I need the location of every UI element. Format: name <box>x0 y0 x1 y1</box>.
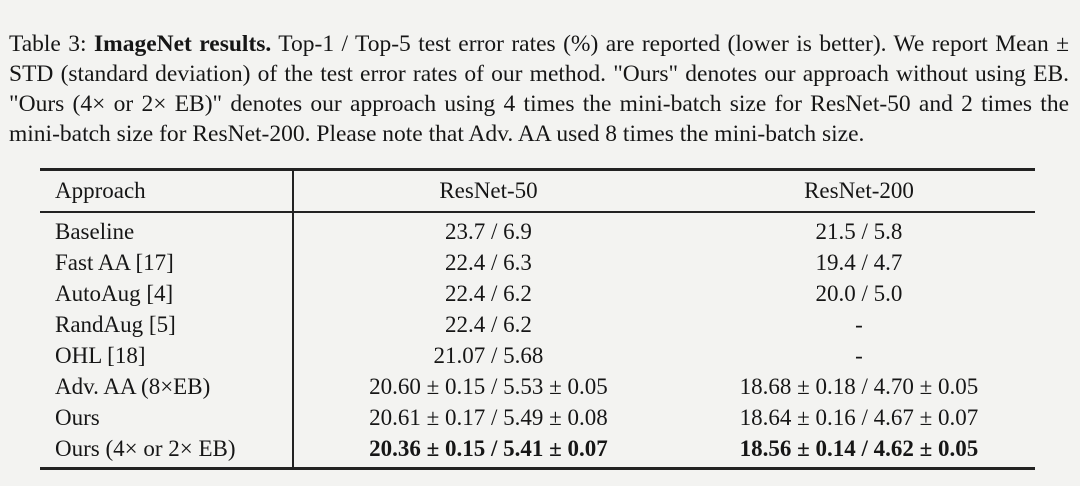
table-row: Adv. AA (8×EB) 20.60 ± 0.15 / 5.53 ± 0.05… <box>40 371 1035 402</box>
cell-approach: AutoAug [4] <box>40 278 294 309</box>
caption-body: Top-1 / Top-5 test error rates (%) are r… <box>9 30 1070 147</box>
cell-approach: OHL [18] <box>40 340 294 371</box>
cell-resnet200: - <box>855 342 863 368</box>
cell-resnet50: 22.4 / 6.3 <box>445 249 532 275</box>
cell-resnet200: 21.5 / 5.8 <box>815 218 903 244</box>
table-row: OHL [18] 21.07 / 5.68 - <box>40 340 1035 371</box>
cell-resnet200: 18.68 ± 0.18 / 4.70 ± 0.05 <box>739 373 979 399</box>
cell-resnet200: - <box>855 311 863 337</box>
cell-resnet50: 21.07 / 5.68 <box>433 342 544 368</box>
table-row: Baseline 23.7 / 6.9 21.5 / 5.8 <box>40 212 1035 247</box>
results-table: Approach ResNet-50 ResNet-200 Baseline 23… <box>40 168 1035 470</box>
caption-title: ImageNet results. <box>93 30 272 57</box>
caption-label: Table 3: <box>9 30 87 57</box>
cell-resnet50: 22.4 / 6.2 <box>445 280 532 306</box>
table-row: RandAug [5] 22.4 / 6.2 - <box>40 309 1035 340</box>
cell-resnet50: 23.7 / 6.9 <box>445 218 532 244</box>
cell-approach: Ours <box>40 402 294 433</box>
table-row: Ours (4× or 2× EB) 20.36 ± 0.15 / 5.41 ± … <box>40 433 1035 469</box>
cell-approach: RandAug [5] <box>40 309 294 340</box>
cell-resnet200: 18.56 ± 0.14 / 4.62 ± 0.05 <box>739 435 979 461</box>
column-header-resnet200: ResNet-200 <box>683 169 1035 213</box>
cell-approach: Adv. AA (8×EB) <box>40 371 294 402</box>
table-caption: Table 3: ImageNet results. Top-1 / Top-5… <box>9 29 1069 149</box>
table-row: AutoAug [4] 22.4 / 6.2 20.0 / 5.0 <box>40 278 1035 309</box>
table-header: Approach ResNet-50 ResNet-200 <box>40 169 1035 213</box>
cell-resnet50: 20.60 ± 0.15 / 5.53 ± 0.05 <box>369 373 608 399</box>
cell-resnet50: 20.61 ± 0.17 / 5.49 ± 0.08 <box>369 404 608 430</box>
cell-approach: Ours (4× or 2× EB) <box>40 433 294 469</box>
cell-resnet200: 20.0 / 5.0 <box>815 280 903 306</box>
header-row: Approach ResNet-50 ResNet-200 <box>40 169 1035 213</box>
cell-resnet200: 18.64 ± 0.16 / 4.67 ± 0.07 <box>739 404 979 430</box>
table-row: Fast AA [17] 22.4 / 6.3 19.4 / 4.7 <box>40 247 1035 278</box>
cell-resnet50: 20.36 ± 0.15 / 5.41 ± 0.07 <box>369 435 608 461</box>
cell-resnet200: 19.4 / 4.7 <box>815 249 903 275</box>
cell-approach: Baseline <box>40 212 294 247</box>
column-header-resnet50: ResNet-50 <box>293 169 683 213</box>
table-row: Ours 20.61 ± 0.17 / 5.49 ± 0.08 18.64 ± 0.… <box>40 402 1035 433</box>
cell-approach: Fast AA [17] <box>40 247 294 278</box>
column-header-approach: Approach <box>40 169 294 213</box>
table-body: Baseline 23.7 / 6.9 21.5 / 5.8 Fast AA [17]… <box>40 212 1035 469</box>
cell-resnet50: 22.4 / 6.2 <box>445 311 532 337</box>
